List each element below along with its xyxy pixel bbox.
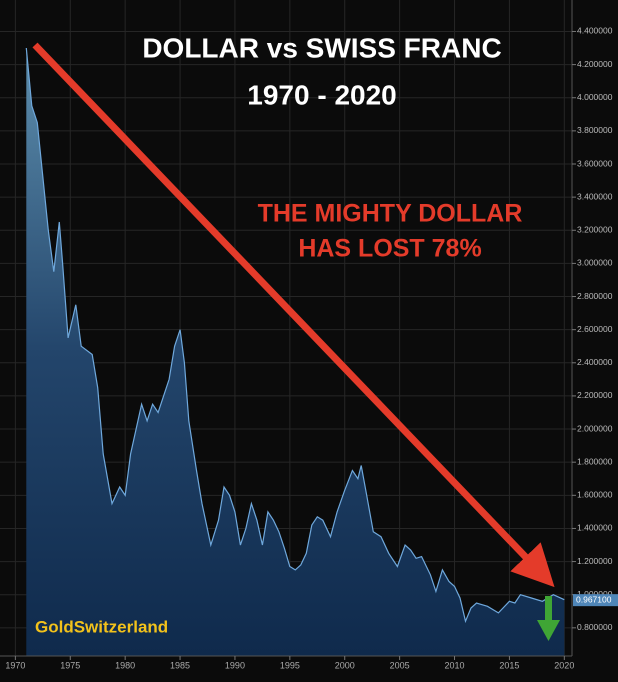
x-tick-label: 1980 xyxy=(115,660,135,670)
y-tick-label: 1.800000 xyxy=(577,456,613,466)
y-tick-label: 2.000000 xyxy=(577,423,613,433)
y-tick-label: 2.600000 xyxy=(577,324,613,334)
watermark: GoldSwitzerland xyxy=(35,617,168,636)
y-tick-label: 1.400000 xyxy=(577,523,613,533)
y-tick-label: 4.400000 xyxy=(577,26,613,36)
annotation: THE MIGHTY DOLLAR xyxy=(258,200,523,228)
y-tick-label: 2.400000 xyxy=(577,357,613,367)
y-tick-label: 3.400000 xyxy=(577,191,613,201)
annotation: HAS LOST 78% xyxy=(298,235,481,263)
y-tick-label: 3.200000 xyxy=(577,225,613,235)
x-tick-label: 2020 xyxy=(554,660,574,670)
y-tick-label: 1.200000 xyxy=(577,556,613,566)
trend-arrow xyxy=(32,42,555,588)
x-tick-label: 1995 xyxy=(280,660,300,670)
chart-subtitle: 1970 - 2020 xyxy=(247,79,396,110)
y-tick-label: 3.800000 xyxy=(577,125,613,135)
y-tick-label: 4.200000 xyxy=(577,59,613,69)
y-tick-label: 3.000000 xyxy=(577,258,613,268)
y-tick-label: 0.800000 xyxy=(577,622,613,632)
x-tick-label: 1985 xyxy=(170,660,190,670)
x-tick-label: 2005 xyxy=(390,660,410,670)
line xyxy=(25,47,565,624)
y-tick-label: 1.000000 xyxy=(577,589,613,599)
area xyxy=(26,48,565,656)
down-arrow xyxy=(537,596,560,641)
x-tick-label: 2015 xyxy=(499,660,519,670)
chart-title: DOLLAR vs SWISS FRANC xyxy=(142,32,501,63)
y-tick-label: 2.200000 xyxy=(577,390,613,400)
y-tick-label: 2.800000 xyxy=(577,291,613,301)
x-tick-label: 1990 xyxy=(225,660,245,670)
y-tick-label: 1.600000 xyxy=(577,490,613,500)
current-value-tag xyxy=(573,594,618,607)
x-tick-label: 1975 xyxy=(60,660,80,670)
x-tick-label: 1970 xyxy=(5,660,25,670)
x-tick-label: 2000 xyxy=(335,660,355,670)
y-tick-label: 4.000000 xyxy=(577,92,613,102)
x-tick-label: 2010 xyxy=(445,660,465,670)
current-value-label: 0.967100 xyxy=(576,594,612,604)
y-tick-label: 3.600000 xyxy=(577,158,613,168)
